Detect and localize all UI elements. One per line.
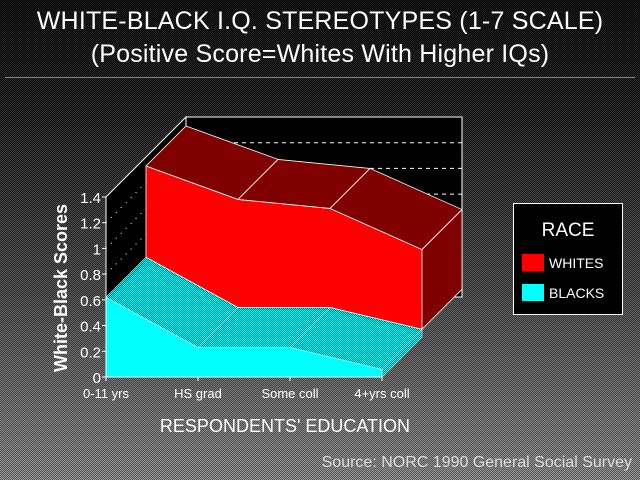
legend-title: RACE (541, 220, 595, 241)
y-tick-label: 1.4 (80, 190, 101, 207)
y-tick-label: 0 (93, 370, 101, 387)
source-note: Source: NORC 1990 General Social Survey (321, 454, 632, 471)
y-tick-label: 0.8 (80, 267, 101, 284)
legend-label: BLACKS (549, 284, 605, 301)
legend-item-blacks: BLACKS (522, 284, 604, 301)
x-axis-label: RESPONDENTS' EDUCATION (160, 416, 410, 436)
x-tick-label: 0-11 yrs (83, 386, 129, 401)
legend: RACE WHITES BLACKS (513, 203, 623, 315)
y-tick-label: 1.2 (80, 216, 101, 233)
title-divider (5, 77, 635, 78)
chart-subtitle: (Positive Score=Whites With Higher IQs) (90, 40, 550, 68)
blacks-swatch (522, 284, 544, 301)
y-tick-label: 0.2 (80, 344, 101, 361)
legend-label: WHITES (549, 254, 604, 271)
x-tick-label: Some coll (261, 386, 318, 401)
y-tick-label: 0.6 (80, 293, 101, 310)
y-tick-label: 1 (93, 241, 101, 258)
y-tick-label: 0.4 (80, 319, 101, 336)
x-tick-label: 4+yrs coll (354, 386, 409, 401)
whites-side-face (421, 208, 463, 331)
x-tick-label: HS grad (174, 386, 222, 401)
legend-item-whites: WHITES (522, 254, 603, 271)
whites-swatch (522, 254, 544, 271)
y-axis-label: White-Black Scores (51, 204, 71, 372)
chart-title: WHITE-BLACK I.Q. STEREOTYPES (1-7 SCALE) (36, 7, 604, 35)
